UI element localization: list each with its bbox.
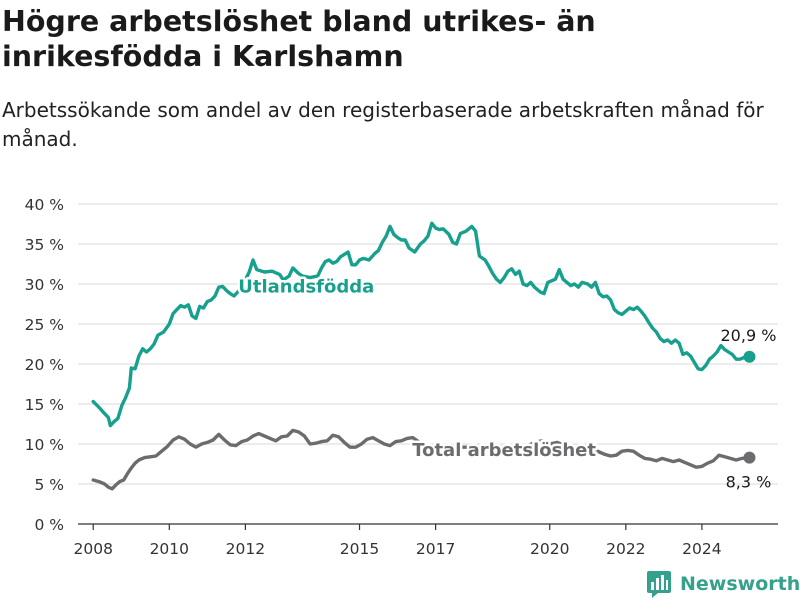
chart-subtitle: Arbetssökande som andel av den registerb…: [2, 98, 764, 151]
x-tick-label-0: 2008: [73, 540, 112, 558]
y-tick-label-2: 10 %: [25, 436, 64, 454]
chart-title: Högre arbetslöshet bland utrikes- än inr…: [2, 5, 596, 73]
y-tick-label-4: 20 %: [25, 356, 64, 374]
end-point-1: [743, 451, 756, 464]
brand-name: Newsworthy: [680, 573, 800, 595]
y-tick-label-1: 5 %: [34, 476, 64, 494]
gridlines: [78, 203, 778, 485]
newsworthy-logo[interactable]: Newsworthy: [646, 570, 800, 598]
y-axis-ticks: 0 % 5 % 10 % 15 % 20 % 25 % 30 % 35 % 40 %: [25, 196, 64, 534]
x-tick-label-3: 2015: [340, 540, 379, 558]
y-tick-label-6: 30 %: [25, 276, 64, 294]
y-tick-label-7: 35 %: [25, 236, 64, 254]
x-tick-label-5: 2020: [530, 540, 569, 558]
series-lines: [91, 221, 756, 491]
x-tick-label-4: 2017: [416, 540, 455, 558]
series-line-utlandsfodda: [91, 221, 752, 428]
series-label-total-halo: Total arbetslöshet: [412, 440, 596, 461]
series-line-total: [91, 428, 752, 491]
x-tick-label-7: 2024: [682, 540, 721, 558]
y-tick-label-3: 15 %: [25, 396, 64, 414]
newsworthy-icon: [647, 571, 671, 598]
series-label-utlandsfodda: Utlandsfödda: [238, 277, 374, 298]
end-label-total: 8,3 %: [726, 473, 772, 492]
y-tick-label-8: 40 %: [25, 196, 64, 214]
x-tick-label-2: 2012: [226, 540, 265, 558]
end-point-0: [743, 350, 756, 363]
end-label-utlandsfodda: 20,9 %: [721, 326, 777, 345]
y-tick-label-0: 0 %: [34, 516, 64, 534]
series-label-utlandsfodda-halo: Utlandsfödda: [238, 277, 374, 298]
x-tick-label-1: 2010: [150, 540, 189, 558]
x-tick-label-6: 2022: [606, 540, 645, 558]
series-label-total: Total arbetslöshet: [412, 440, 596, 461]
y-tick-label-5: 25 %: [25, 316, 64, 334]
x-axis: 2008 2010 2012 2015 2017 2020 2022 2024: [73, 523, 778, 558]
